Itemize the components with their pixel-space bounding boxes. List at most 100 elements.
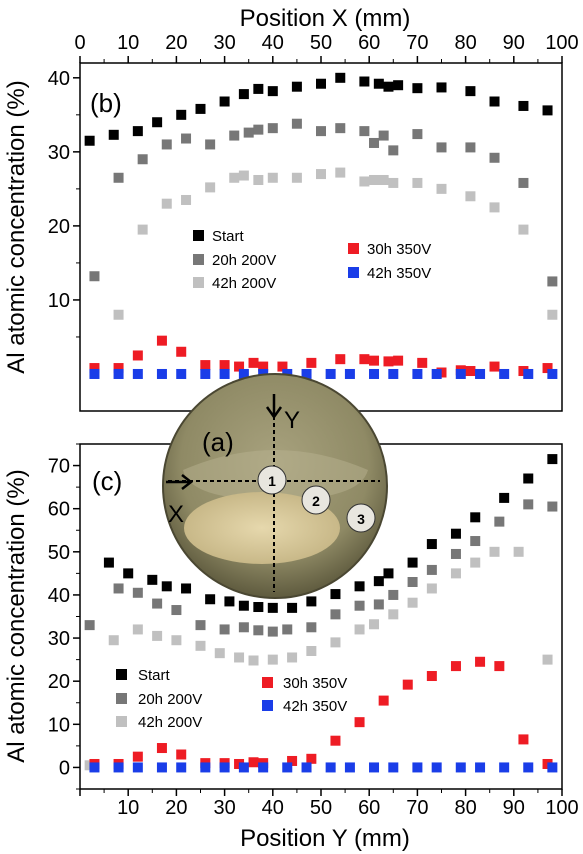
point-42h-200v [518,224,529,235]
point-start [547,454,558,465]
legend-b-label-42h-350v: 42h 350V [367,265,431,282]
panel-c-data [84,454,558,773]
point-30h-350v [89,363,100,374]
point-20h-200v [470,536,481,547]
y-tick-label: 10 [48,290,70,312]
point-42h-350v [200,368,211,379]
point-20h-200v [89,271,100,282]
inset-photo: Y X (a) 1 2 3 [162,373,388,599]
point-42h-350v [132,762,143,773]
panel-c-x-tick-labels: 10 20 30 40 50 60 70 80 90 100 [117,797,579,819]
point-42h-200v [436,183,447,194]
panel-c-label: (c) [92,466,122,496]
point-42h-200v [369,619,380,630]
legend-c-label-30h-350v: 30h 350V [283,675,347,692]
point-20h-200v [436,142,447,153]
point-42h-350v [238,368,249,379]
x-tick-label: 50 [310,797,332,819]
point-42h-350v [325,368,336,379]
legend-b-label-42h-200v: 42h 200V [212,275,276,292]
point-30h-350v [156,743,167,754]
panel-b-y-ticks: 10 20 30 40 [48,68,80,338]
point-42h-350v [89,762,100,773]
x-tick-label: 80 [454,797,476,819]
point-42h-350v [475,762,486,773]
point-20h-200v [465,142,476,153]
panel-c-xlabel: Position Y (mm) [240,825,410,852]
point-30h-350v [465,366,476,377]
point-start [359,76,370,87]
legend-c-swatch-20h-200v [116,693,127,704]
point-42h-200v [369,174,380,185]
point-42h-350v [238,762,249,773]
legend-c-label-20h-200v: 20h 200V [138,691,202,708]
point-20h-200v [407,577,418,587]
series-42h-350v [89,762,558,773]
point-start [499,492,510,503]
point-start [224,596,235,607]
point-start [354,581,365,592]
point-42h-350v [412,368,423,379]
series-20h-200v [84,499,558,637]
panel-b-x-tick-labels: 0 10 20 30 40 50 60 70 80 90 100 [74,32,578,54]
point-42h-350v [547,762,558,773]
point-20h-200v [335,123,346,134]
point-start [267,602,278,613]
point-42h-200v [330,637,341,648]
inset-y-axis-label: Y [284,407,300,434]
point-30h-350v [234,361,245,372]
point-start [161,581,172,592]
inset-marker-3 [346,503,376,533]
point-42h-200v [214,648,225,659]
point-42h-350v [475,368,486,379]
point-20h-200v [388,589,399,600]
point-30h-350v [330,735,341,746]
point-30h-350v [176,749,187,760]
point-20h-200v [137,154,148,165]
point-42h-200v [378,174,389,185]
point-30h-350v [450,661,461,672]
inset-x-arrow-icon [166,474,194,490]
point-30h-350v [489,361,500,372]
point-42h-200v [108,635,119,646]
series-42h-200v [89,167,558,378]
point-42h-200v [450,568,461,579]
point-start [181,583,192,594]
point-42h-200v [426,583,437,594]
x-tick-label: 70 [406,32,428,54]
point-start [103,557,114,568]
point-20h-200v [518,177,529,188]
point-start [542,105,553,116]
x-tick-label: 30 [213,32,235,54]
point-start [316,78,326,89]
point-start [238,89,249,100]
point-42h-200v [253,174,264,185]
inset-y-arrow-icon [265,394,283,420]
point-42h-350v [301,368,312,379]
point-20h-200v [547,276,558,287]
point-20h-200v [132,587,143,598]
legend-b-label-start: Start [212,228,245,245]
point-42h-200v [465,191,476,202]
point-start [195,103,206,114]
point-start [253,83,264,94]
point-start [407,557,418,568]
point-start [373,576,384,587]
point-20h-200v [282,624,293,635]
point-42h-350v [176,762,187,773]
legend-c-label-42h-200v: 42h 200V [138,714,202,731]
panel-b-x-ticks [79,56,563,63]
point-start [373,78,384,89]
point-start [267,86,278,97]
point-20h-200v [547,501,558,512]
point-start [152,117,163,128]
x-tick-label: 40 [262,797,284,819]
point-42h-200v [412,177,423,188]
point-42h-200v [161,198,172,209]
point-30h-350v [176,346,187,357]
point-20h-200v [373,599,384,610]
panel-c-y-ticks: 0 10 20 30 40 50 60 70 [48,443,80,790]
point-30h-350v [248,757,259,768]
point-30h-350v [518,734,529,745]
